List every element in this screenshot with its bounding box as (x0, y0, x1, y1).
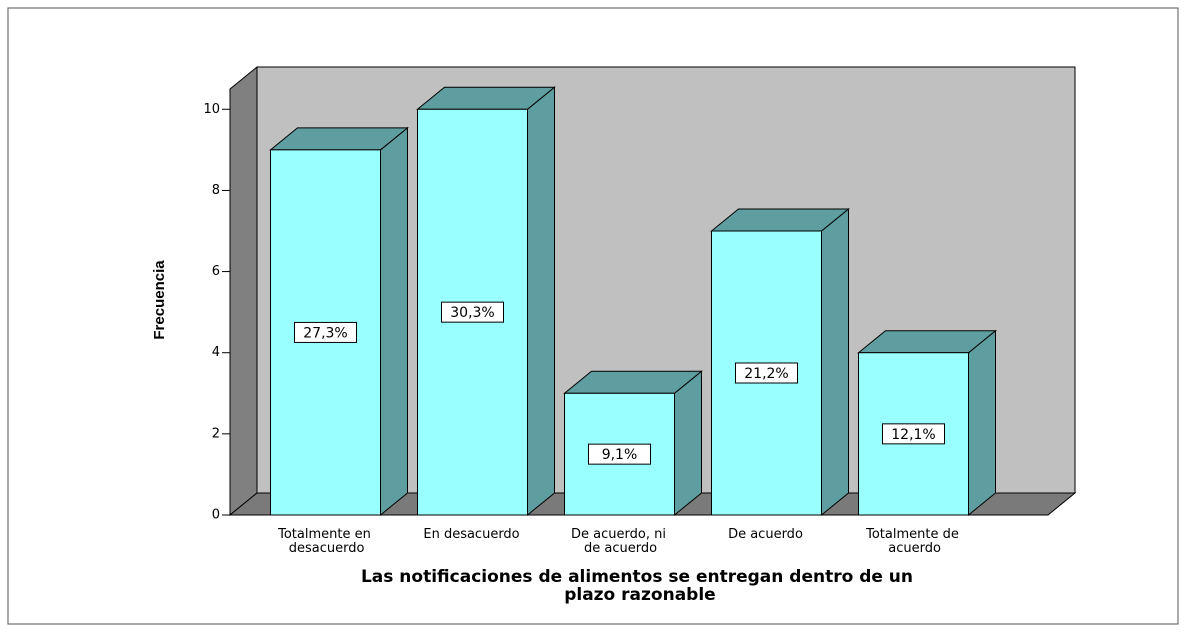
percent-label: 9,1% (602, 447, 638, 463)
y-tick-label: 0 (212, 508, 220, 523)
bar-side (674, 370, 702, 517)
percent-label-box (735, 362, 798, 384)
percent-label-box (441, 301, 504, 323)
y-tick-label: 8 (212, 183, 220, 198)
chart-title: Las notificaciones de alimentos se entre… (361, 567, 913, 605)
x-tick-label: En desacuerdo (423, 527, 519, 542)
x-tick-label: De acuerdo (728, 527, 803, 542)
bar-side (968, 329, 996, 517)
bar-side (821, 207, 849, 517)
x-tick-label: Totalmente en desacuerdo (277, 527, 371, 556)
y-tick-label: 2 (212, 426, 220, 441)
percent-label: 12,1% (891, 427, 935, 443)
percent-label: 27,3% (303, 325, 347, 341)
y-tick-label: 6 (212, 264, 220, 279)
y-axis-label: Frecuencia (151, 260, 168, 340)
bar-side (380, 126, 408, 517)
y-tick-label: 4 (212, 345, 220, 360)
percent-label: 21,2% (744, 366, 788, 382)
percent-label-box (294, 321, 357, 343)
percent-label-box (882, 423, 945, 445)
x-tick-label: De acuerdo, ni de acuerdo (571, 527, 666, 556)
y-tick-label: 10 (203, 102, 220, 117)
left-wall (229, 65, 258, 517)
percent-label: 30,3% (450, 305, 494, 321)
percent-label-box (588, 443, 651, 465)
x-tick-label: Totalmente de acuerdo (865, 527, 959, 556)
bar-side (527, 86, 555, 517)
